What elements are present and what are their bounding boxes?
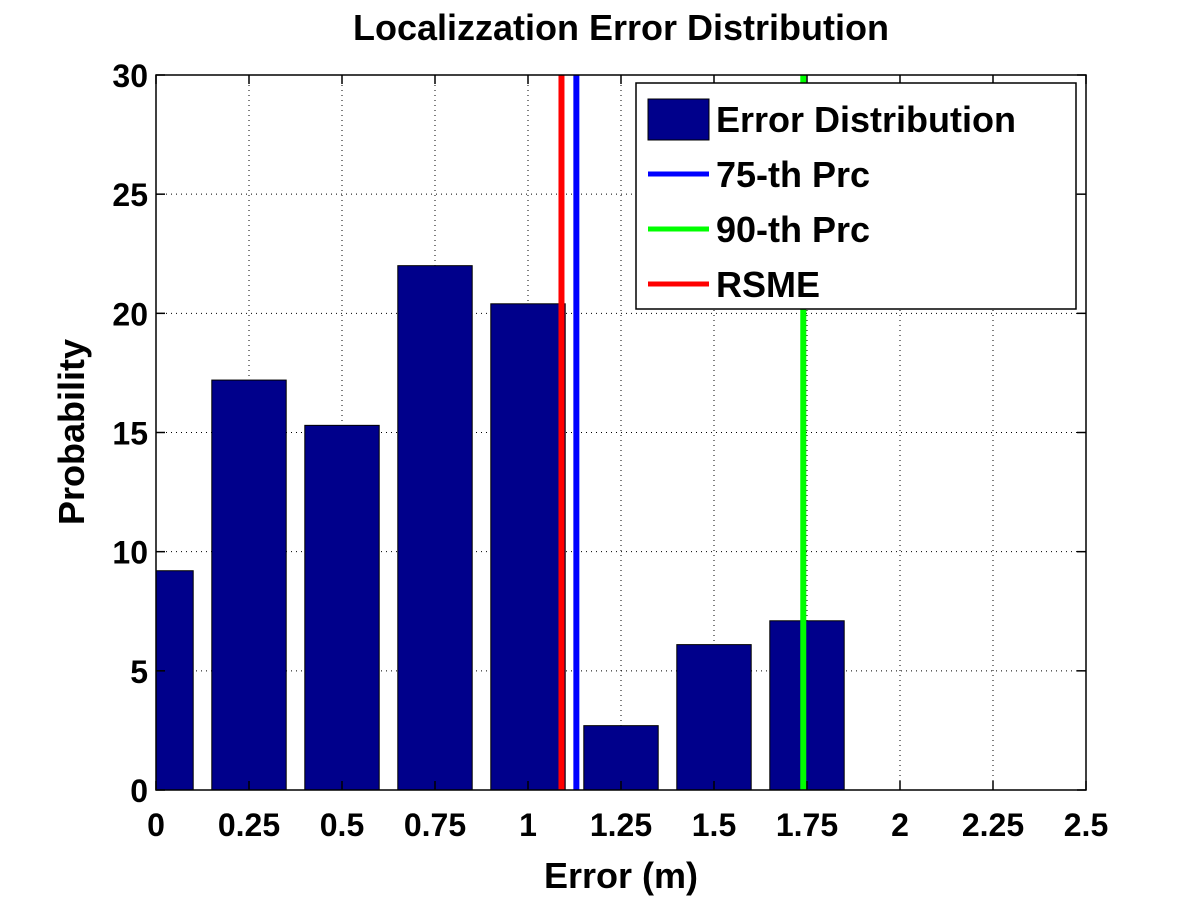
y-tick-label: 0	[130, 773, 148, 809]
legend-label: 90-th Prc	[716, 209, 870, 250]
x-tick-label: 0.25	[218, 807, 280, 843]
y-tick-label: 15	[112, 416, 148, 452]
x-tick-label: 1.25	[590, 807, 652, 843]
bar	[156, 570, 194, 790]
x-tick-label: 1.5	[692, 807, 736, 843]
bar	[490, 303, 566, 790]
legend-label: RSME	[716, 264, 820, 305]
x-tick-label: 0.75	[404, 807, 466, 843]
chart-title: Localizzation Error Distribution	[353, 7, 889, 48]
x-ticks: 0 0.25 0.5 0.75 1 1.25 1.5 1.75 2 2.25 2.5	[147, 807, 1108, 843]
bars	[156, 265, 845, 790]
bar	[304, 424, 380, 790]
x-tick-label: 2	[891, 807, 909, 843]
bar	[211, 379, 287, 790]
axes	[155, 74, 1087, 791]
x-tick-label: 2.5	[1064, 807, 1108, 843]
x-tick-label: 0	[147, 807, 165, 843]
bar	[583, 725, 659, 790]
x-tick-label: 1.75	[776, 807, 838, 843]
legend: Error Distribution 75-th Prc 90-th Prc RSME	[635, 82, 1077, 310]
x-tick-label: 2.25	[962, 807, 1024, 843]
y-tick-label: 5	[130, 654, 148, 690]
y-tick-label: 10	[112, 535, 148, 571]
x-tick-label: 0.5	[320, 807, 364, 843]
y-tick-label: 25	[112, 177, 148, 213]
x-tick-label: 1	[519, 807, 537, 843]
y-axis-label: Probability	[51, 339, 92, 525]
bar-group	[156, 265, 845, 790]
legend-swatch-bar	[647, 98, 710, 141]
bar	[769, 620, 845, 790]
y-ticks: 0 5 10 15 20 25 30	[112, 58, 148, 809]
y-tick-label: 20	[112, 296, 148, 332]
y-tick-label: 30	[112, 58, 148, 94]
legend-label: Error Distribution	[716, 99, 1016, 140]
bar	[397, 265, 473, 790]
legend-label: 75-th Prc	[716, 154, 870, 195]
bar	[676, 644, 752, 790]
x-axis-label: Error (m)	[544, 855, 698, 896]
